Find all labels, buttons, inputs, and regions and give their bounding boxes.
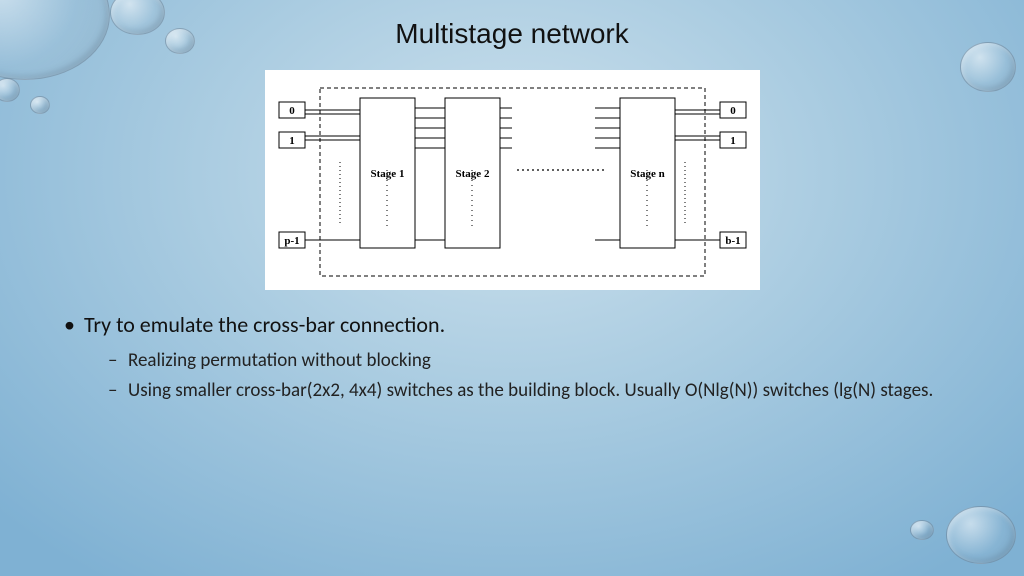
svg-text:0: 0	[289, 105, 295, 117]
svg-text:Stage 2: Stage 2	[456, 168, 490, 180]
droplet	[30, 96, 50, 114]
svg-text:Stage n: Stage n	[630, 168, 665, 180]
bullet-main: Try to emulate the cross-bar connection.	[60, 310, 964, 340]
slide-body: Try to emulate the cross-bar connection.…	[60, 310, 964, 409]
svg-text:p-1: p-1	[284, 235, 299, 247]
droplet	[910, 520, 934, 540]
multistage-network-diagram: Stage 1 Stage 2 Stage n 0 1 p-1 0 1 b-1	[265, 70, 760, 290]
bullet-sub-1: Realizing permutation without blocking	[60, 348, 964, 375]
svg-text:1: 1	[289, 135, 295, 147]
svg-text:1: 1	[730, 135, 736, 147]
svg-text:0: 0	[730, 105, 736, 117]
slide-title: Multistage network	[0, 18, 1024, 50]
droplet	[946, 506, 1016, 564]
svg-text:b-1: b-1	[725, 235, 740, 247]
bullet-sub-2: Using smaller cross-bar(2x2, 4x4) switch…	[60, 378, 964, 405]
svg-text:Stage 1: Stage 1	[371, 168, 405, 180]
droplet	[0, 78, 20, 102]
